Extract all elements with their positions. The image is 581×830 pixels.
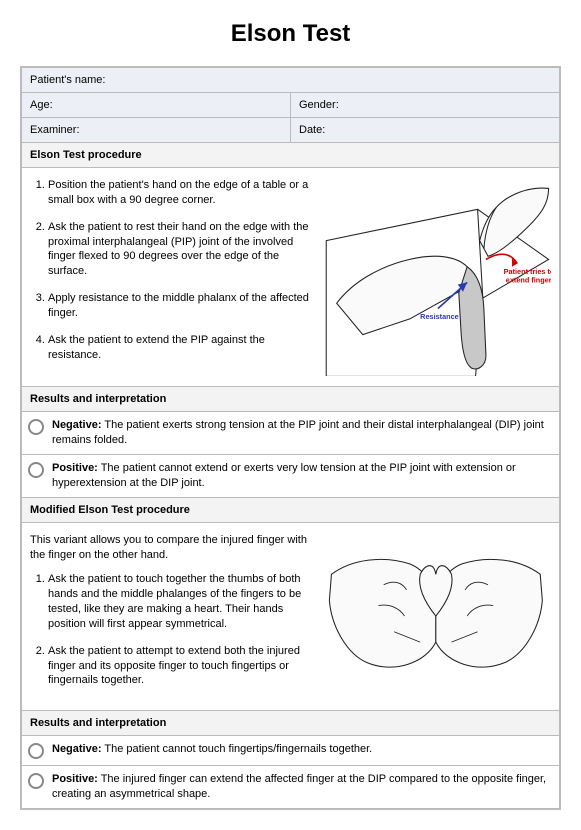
- procedure1-header: Elson Test procedure: [21, 143, 560, 168]
- result-text: Negative: The patient exerts strong tens…: [52, 418, 553, 448]
- elson-test-illustration: Patient tries to extend finger Resistanc…: [321, 178, 551, 376]
- list-item: Ask the patient to touch together the th…: [48, 572, 311, 631]
- procedure2-intro: This variant allows you to compare the i…: [30, 533, 311, 563]
- results1-header: Results and interpretation: [21, 387, 560, 412]
- age-field[interactable]: Age:: [21, 93, 291, 118]
- result-row: Positive: The injured finger can extend …: [21, 766, 560, 809]
- gender-field[interactable]: Gender:: [291, 93, 560, 118]
- procedure2-header: Modified Elson Test procedure: [21, 498, 560, 523]
- radio-positive-icon[interactable]: [28, 773, 44, 789]
- result-row: Positive: The patient cannot extend or e…: [21, 455, 560, 498]
- result-row: Negative: The patient exerts strong tens…: [21, 412, 560, 455]
- examiner-field[interactable]: Examiner:: [21, 118, 291, 143]
- radio-negative-icon[interactable]: [28, 419, 44, 435]
- procedure2-body: This variant allows you to compare the i…: [21, 523, 560, 712]
- result-text: Positive: The patient cannot extend or e…: [52, 461, 553, 491]
- radio-positive-icon[interactable]: [28, 462, 44, 478]
- list-item: Ask the patient to rest their hand on th…: [48, 220, 311, 279]
- results2-header: Results and interpretation: [21, 711, 560, 736]
- svg-text:Resistance: Resistance: [421, 312, 460, 321]
- list-item: Ask the patient to extend the PIP agains…: [48, 333, 311, 363]
- form-container: Patient's name: Age: Gender: Examiner: D…: [20, 66, 561, 810]
- list-item: Ask the patient to attempt to extend bot…: [48, 644, 311, 689]
- procedure1-body: Position the patient's hand on the edge …: [21, 168, 560, 387]
- modified-elson-illustration: [321, 543, 551, 689]
- page-title: Elson Test: [20, 0, 561, 66]
- list-item: Position the patient's hand on the edge …: [48, 178, 311, 208]
- procedure2-list: Ask the patient to touch together the th…: [48, 572, 311, 688]
- result-row: Negative: The patient cannot touch finge…: [21, 736, 560, 766]
- list-item: Apply resistance to the middle phalanx o…: [48, 291, 311, 321]
- procedure1-list: Position the patient's hand on the edge …: [48, 178, 311, 362]
- result-text: Negative: The patient cannot touch finge…: [52, 742, 553, 757]
- patient-name-field[interactable]: Patient's name:: [21, 67, 560, 93]
- radio-negative-icon[interactable]: [28, 743, 44, 759]
- result-text: Positive: The injured finger can extend …: [52, 772, 553, 802]
- date-field[interactable]: Date:: [291, 118, 560, 143]
- svg-text:extend finger: extend finger: [506, 275, 551, 284]
